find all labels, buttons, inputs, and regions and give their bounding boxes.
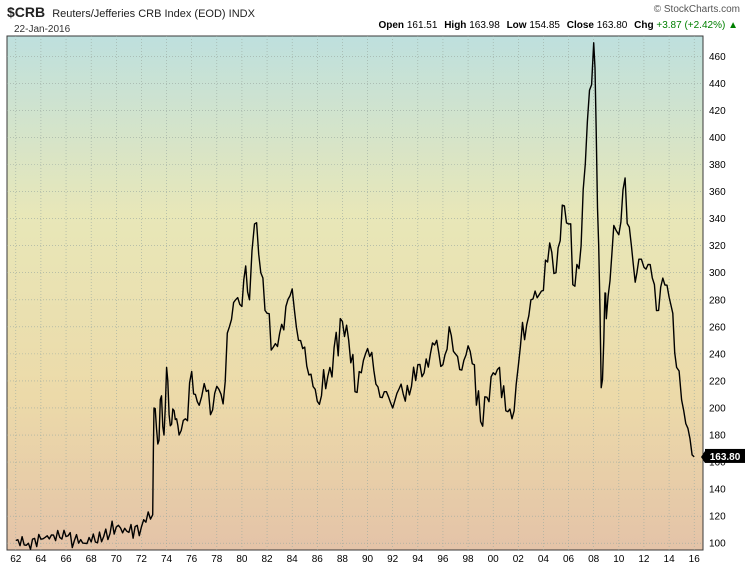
- chg-arrow-icon: ▲: [728, 20, 738, 31]
- open-value: 161.51: [407, 20, 438, 31]
- svg-text:02: 02: [513, 554, 525, 564]
- svg-text:64: 64: [35, 554, 47, 564]
- svg-text:98: 98: [463, 554, 475, 564]
- svg-text:14: 14: [664, 554, 676, 564]
- high-label: High: [444, 20, 466, 31]
- svg-text:62: 62: [10, 554, 22, 564]
- svg-text:280: 280: [709, 295, 726, 306]
- svg-text:300: 300: [709, 268, 726, 279]
- svg-text:68: 68: [86, 554, 98, 564]
- svg-text:86: 86: [312, 554, 324, 564]
- svg-text:00: 00: [488, 554, 500, 564]
- svg-text:08: 08: [588, 554, 600, 564]
- chg-pct: (+2.42%): [684, 20, 725, 31]
- symbol: $CRB: [7, 4, 45, 20]
- svg-text:74: 74: [161, 554, 173, 564]
- low-value: 154.85: [529, 20, 560, 31]
- svg-text:96: 96: [437, 554, 449, 564]
- svg-text:80: 80: [236, 554, 248, 564]
- svg-text:163.80: 163.80: [710, 452, 741, 463]
- svg-text:420: 420: [709, 106, 726, 117]
- svg-text:260: 260: [709, 322, 726, 333]
- ohlc-bar: Open 161.51 High 163.98 Low 154.85 Close…: [374, 20, 738, 31]
- open-label: Open: [378, 20, 404, 31]
- svg-text:240: 240: [709, 349, 726, 360]
- svg-text:460: 460: [709, 52, 726, 63]
- svg-text:06: 06: [563, 554, 575, 564]
- close-value: 163.80: [597, 20, 628, 31]
- chg-label: Chg: [634, 20, 653, 31]
- svg-text:360: 360: [709, 187, 726, 198]
- svg-text:200: 200: [709, 403, 726, 414]
- svg-text:140: 140: [709, 485, 726, 496]
- svg-text:82: 82: [261, 554, 273, 564]
- svg-text:400: 400: [709, 133, 726, 144]
- svg-text:220: 220: [709, 376, 726, 387]
- svg-text:340: 340: [709, 214, 726, 225]
- chart-header: $CRB Reuters/Jefferies CRB Index (EOD) I…: [7, 4, 740, 20]
- svg-text:320: 320: [709, 241, 726, 252]
- svg-text:84: 84: [287, 554, 299, 564]
- svg-text:94: 94: [412, 554, 424, 564]
- low-label: Low: [507, 20, 527, 31]
- copyright: © StockCharts.com: [654, 4, 740, 15]
- chart-description: Reuters/Jefferies CRB Index (EOD) INDX: [52, 8, 255, 20]
- svg-text:180: 180: [709, 431, 726, 442]
- svg-text:66: 66: [60, 554, 72, 564]
- chg-value: +3.87: [656, 20, 681, 31]
- svg-text:76: 76: [186, 554, 198, 564]
- svg-text:440: 440: [709, 79, 726, 90]
- close-label: Close: [567, 20, 594, 31]
- svg-text:10: 10: [613, 554, 625, 564]
- svg-text:04: 04: [538, 554, 550, 564]
- svg-text:70: 70: [111, 554, 123, 564]
- svg-text:16: 16: [689, 554, 701, 564]
- svg-text:72: 72: [136, 554, 148, 564]
- svg-text:380: 380: [709, 160, 726, 171]
- chart-date: 22-Jan-2016: [14, 24, 70, 35]
- high-value: 163.98: [469, 20, 500, 31]
- svg-text:92: 92: [387, 554, 399, 564]
- svg-text:120: 120: [709, 512, 726, 523]
- svg-text:78: 78: [211, 554, 223, 564]
- svg-text:90: 90: [362, 554, 374, 564]
- stockchart-container: $CRB Reuters/Jefferies CRB Index (EOD) I…: [0, 0, 750, 564]
- svg-text:88: 88: [337, 554, 349, 564]
- svg-text:100: 100: [709, 539, 726, 550]
- svg-text:12: 12: [638, 554, 650, 564]
- chart-svg: 1001201401601802002202402602803003203403…: [0, 0, 750, 564]
